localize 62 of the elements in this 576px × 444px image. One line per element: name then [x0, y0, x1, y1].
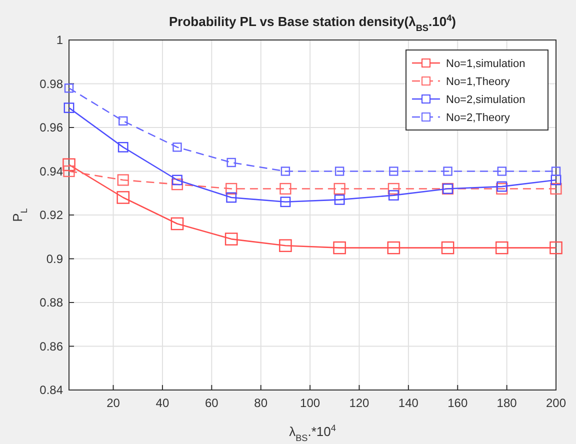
- point: [226, 158, 236, 168]
- x-tick-label: 140: [398, 396, 419, 410]
- point: [171, 178, 184, 190]
- point: [550, 182, 562, 195]
- x-tick-label: 120: [349, 396, 370, 410]
- point: [334, 166, 344, 176]
- point: [388, 182, 400, 195]
- point: [62, 158, 76, 172]
- point: [334, 182, 346, 195]
- y-tick-label: 0.88: [40, 296, 64, 310]
- point: [117, 174, 129, 186]
- point: [170, 217, 184, 230]
- point: [63, 165, 75, 178]
- x-tick-label: 180: [496, 396, 518, 410]
- x-tick-label: 40: [156, 396, 170, 410]
- point: [64, 84, 74, 93]
- x-tick-label: 160: [448, 396, 468, 410]
- y-tick-label: 0.98: [40, 76, 64, 91]
- point: [496, 181, 508, 192]
- point: [118, 142, 128, 152]
- y-tick-label: 0.94: [40, 164, 64, 178]
- point: [279, 239, 292, 252]
- point: [226, 182, 238, 195]
- point: [550, 241, 562, 254]
- point: [496, 182, 508, 195]
- y-tick-label: 1: [56, 33, 64, 47]
- point: [224, 232, 238, 246]
- point: [280, 182, 292, 195]
- point: [333, 241, 346, 254]
- x-tick-label: 200: [546, 396, 566, 410]
- legend-label: No=2,Theory: [446, 112, 510, 124]
- point: [280, 196, 291, 208]
- point: [497, 166, 506, 176]
- point: [172, 174, 182, 186]
- x-axis-title: λ$_{BS}$.*10$^{4}$: [289, 423, 336, 443]
- legend-label: No=1,Theory: [446, 76, 510, 88]
- legend-label: No=2,simulation: [446, 94, 526, 106]
- y-tick-label: 0.84: [40, 383, 64, 397]
- point: [116, 191, 130, 204]
- y-tick-label: 0.96: [40, 120, 64, 134]
- point: [334, 194, 345, 205]
- y-tick-label: 0.92: [40, 208, 64, 222]
- x-tick-label: 20: [106, 396, 120, 410]
- point: [443, 166, 452, 176]
- point: [118, 116, 128, 126]
- point: [495, 241, 508, 254]
- point: [441, 241, 454, 254]
- x-tick-label: 60: [204, 396, 219, 410]
- point: [226, 192, 237, 203]
- point: [388, 190, 399, 201]
- y-tick-label: 0.86: [40, 339, 64, 354]
- point: [64, 102, 74, 114]
- chart-title: Probability PL vs Base station density(λ$_{BS}$.10$^{4}$): [169, 13, 456, 33]
- point: [387, 241, 400, 254]
- legend-label: No=1,simulation: [446, 58, 526, 70]
- x-tick-label: 80: [254, 396, 268, 410]
- point: [551, 166, 561, 176]
- point: [280, 166, 290, 176]
- point: [172, 142, 182, 152]
- x-tick-label: 100: [300, 396, 320, 410]
- point: [389, 166, 398, 176]
- y-tick-label: 0.9: [46, 252, 64, 266]
